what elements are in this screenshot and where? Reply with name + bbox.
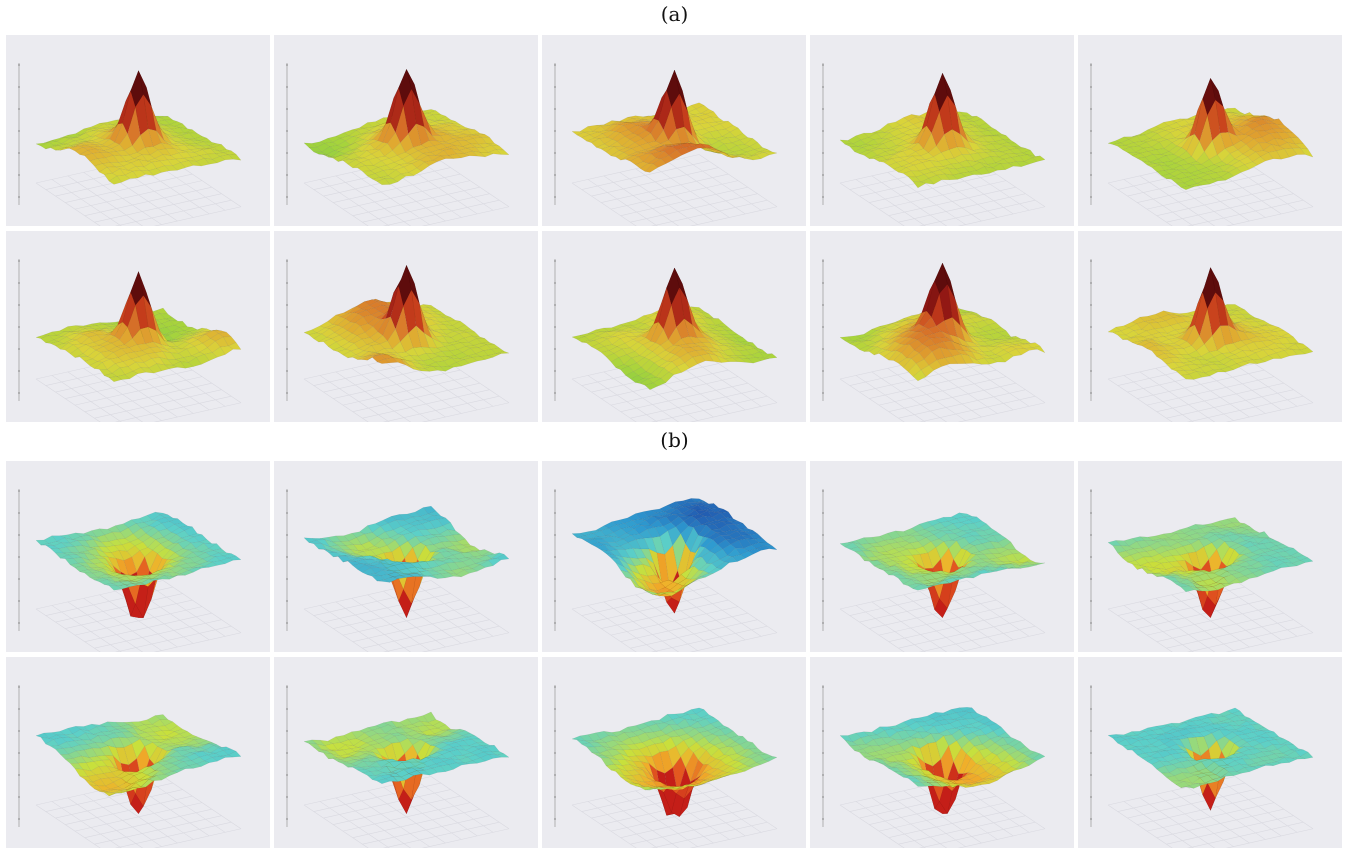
surface-plot <box>1090 489 1314 652</box>
axis-walls <box>18 489 242 652</box>
surface-plot-panel <box>1078 35 1342 226</box>
axis-walls <box>822 685 1046 848</box>
surface <box>1107 707 1314 811</box>
surface <box>35 511 242 619</box>
surface-plot <box>554 259 778 422</box>
surface <box>571 267 778 390</box>
surface <box>1107 267 1314 380</box>
axis-walls <box>822 259 1046 422</box>
surface <box>35 70 242 185</box>
surface-plot <box>1090 685 1314 848</box>
surface <box>571 498 778 614</box>
surface-plot-panel <box>542 657 806 848</box>
surface <box>303 711 510 815</box>
surface-plot-panel <box>274 657 538 848</box>
surface-plot <box>286 489 510 652</box>
surface-plot <box>822 489 1046 652</box>
axis-walls <box>286 489 510 652</box>
surface <box>839 512 1046 619</box>
surface-plot <box>822 63 1046 226</box>
panel-grid-a <box>6 35 1343 427</box>
axis-walls <box>554 63 778 226</box>
surface-plot <box>18 259 242 422</box>
surface <box>571 69 778 173</box>
surface-plot-panel <box>1078 461 1342 652</box>
panel-row <box>6 657 1343 848</box>
panel-row <box>6 461 1343 652</box>
surface-plot <box>286 259 510 422</box>
surface-plot-panel <box>810 35 1074 226</box>
surface-plot-panel <box>810 461 1074 652</box>
surface-plot <box>286 685 510 848</box>
surface-plot-panel <box>810 657 1074 848</box>
surface-plot-panel <box>274 231 538 422</box>
axis-walls <box>1090 685 1314 848</box>
surface-plot <box>18 685 242 848</box>
axis-walls <box>18 685 242 848</box>
figure-label-b: (b) <box>660 428 689 452</box>
surface-plot-panel <box>6 35 270 226</box>
surface <box>35 270 242 382</box>
surface <box>1107 77 1314 190</box>
surface-plot-panel <box>6 231 270 422</box>
surface-plot-panel <box>274 461 538 652</box>
surface-plot <box>18 489 242 652</box>
surface-plot <box>286 63 510 226</box>
figure-label-a: (a) <box>660 2 689 26</box>
surface-plot <box>554 685 778 848</box>
surface-plot <box>1090 259 1314 422</box>
surface-plot <box>1090 63 1314 226</box>
surface-plot-panel <box>1078 657 1342 848</box>
surface-plot-panel <box>542 461 806 652</box>
axis-walls <box>822 63 1046 226</box>
surface-plot-panel <box>810 231 1074 422</box>
surface <box>839 262 1046 382</box>
surface <box>571 707 778 817</box>
surface <box>839 72 1046 189</box>
panel-row <box>6 35 1343 226</box>
axis-walls <box>554 489 778 652</box>
surface-plot <box>18 63 242 226</box>
surface-plot-panel <box>542 35 806 226</box>
panel-row <box>6 231 1343 422</box>
surface <box>839 707 1046 815</box>
surface-plot <box>822 259 1046 422</box>
surface <box>35 714 242 815</box>
surface-plot-panel <box>6 461 270 652</box>
surface <box>303 505 510 619</box>
surface <box>1107 517 1314 619</box>
surface-plot-panel <box>542 231 806 422</box>
surface-plot-panel <box>1078 231 1342 422</box>
surface <box>303 68 510 185</box>
surface-plot <box>554 489 778 652</box>
surface-plot-panel <box>6 657 270 848</box>
surface-plot-panel <box>274 35 538 226</box>
surface <box>303 264 510 372</box>
panel-grid-b <box>6 461 1343 853</box>
axis-walls <box>286 63 510 226</box>
surface-plot <box>554 63 778 226</box>
surface-plot <box>822 685 1046 848</box>
